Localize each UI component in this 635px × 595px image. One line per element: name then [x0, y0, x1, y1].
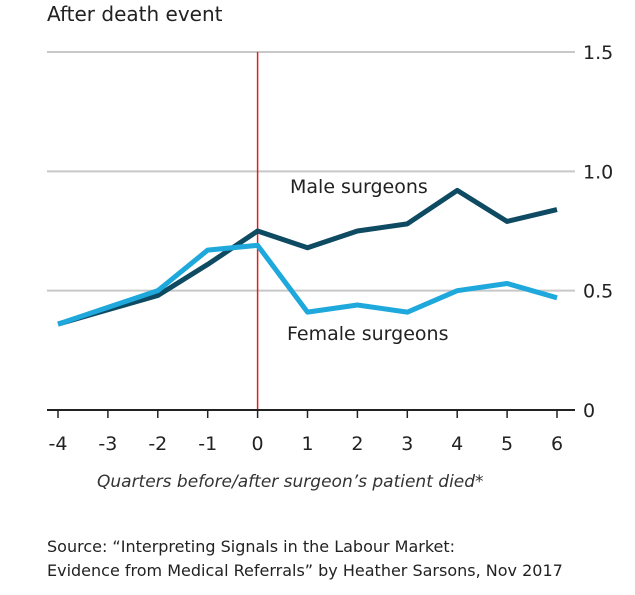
x-tick-label: 2	[351, 433, 363, 455]
x-tick-label: 5	[501, 433, 513, 455]
series-lines	[57, 187, 558, 327]
gridlines	[47, 51, 575, 292]
x-tick-label: -3	[98, 433, 117, 455]
y-tick-label: 1.0	[583, 161, 613, 183]
x-axis-label: Quarters before/after surgeon’s patient …	[97, 472, 484, 492]
y-axis-ticks: 0 0.5 1.0 1.5	[583, 42, 613, 422]
male-surgeons-label: Male surgeons	[290, 176, 428, 198]
y-tick-label: 0.5	[583, 281, 613, 303]
y-tick-label: 1.5	[583, 42, 613, 64]
x-axis: -4 -3 -2 -1 0 1 2 3 4 5 6	[47, 409, 575, 455]
x-tick-label: 3	[401, 433, 413, 455]
source-line-1: Source: “Interpreting Signals in the Lab…	[47, 537, 455, 556]
x-tick-label: -4	[49, 433, 68, 455]
source-line-2: Evidence from Medical Referrals” by Heat…	[47, 561, 563, 580]
series-line-female-surgeons	[57, 242, 558, 327]
female-surgeons-label: Female surgeons	[287, 323, 448, 345]
x-tick-label: -2	[148, 433, 167, 455]
x-tick-label: 4	[451, 433, 463, 455]
x-tick-label: -1	[198, 433, 217, 455]
y-tick-label: 0	[583, 400, 595, 422]
x-tick-label: 1	[301, 433, 313, 455]
chart-title: After death event	[47, 2, 223, 26]
x-tick-label: 6	[551, 433, 563, 455]
series-line-male-surgeons	[57, 187, 558, 327]
x-tick-label: 0	[252, 433, 264, 455]
